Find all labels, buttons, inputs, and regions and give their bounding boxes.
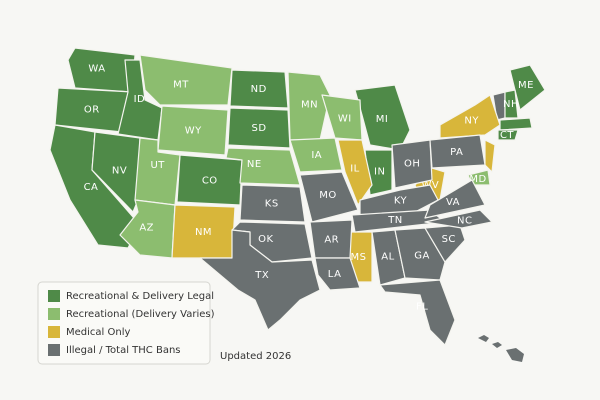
unlabeled-shapes [478,91,533,362]
state [139,54,233,106]
state [91,131,141,213]
state [439,94,501,139]
legend-label: Medical Only [66,327,130,338]
state-label: AL [381,251,394,262]
state-label: OH [404,158,420,169]
state [379,279,456,346]
state-label: AR [324,235,339,246]
legend-box [37,281,211,365]
state-label: WY [185,125,202,136]
state-label: FL [416,302,428,313]
state-label: SD [251,123,266,134]
state-label: NE [247,159,262,170]
state-label: IN [374,166,385,177]
state-label: TN [387,215,403,226]
state-label: MD [469,174,486,185]
state [509,64,546,111]
state-label: MN [301,99,318,110]
state-label: WA [88,64,105,75]
state-label: ME [518,80,534,91]
state-label: LA [328,269,342,280]
state-label: PA [450,147,463,158]
state-label: VA [446,197,460,208]
state-label: MS [351,252,367,263]
state [229,69,289,109]
state-label: TX [254,270,269,281]
state [199,229,321,331]
state-label: IA [311,150,322,161]
state-label: MO [319,190,337,201]
state-label: CT [500,130,514,141]
state-label: OK [258,234,273,245]
state-label: GA [414,251,430,262]
state [239,184,306,223]
state-label: KS [265,199,279,210]
state-label: AZ [139,223,154,234]
state [497,129,519,141]
state-label: CA [84,182,99,193]
state [157,105,229,156]
state [314,257,361,291]
legend-swatch [48,344,60,356]
state-label: WI [338,113,352,124]
state [484,139,496,173]
hawaii [478,335,524,362]
note: Updated 2026 [220,351,291,362]
state-label: SC [442,234,456,245]
state-label: ID [134,94,146,105]
state [504,89,519,119]
state-label: CO [202,176,218,187]
legend-swatch [48,326,60,338]
legend-label: Recreational (Delivery Varies) [66,309,215,320]
state [424,209,493,229]
state [424,179,486,219]
state [289,137,343,173]
state-label: UT [150,160,165,171]
state-label: ND [251,84,267,95]
state-label: NH [503,99,519,110]
legend-swatch [48,308,60,320]
state-label: OR [84,104,100,115]
state-label: NY [464,116,479,127]
state [429,134,486,169]
state [299,171,359,223]
state [176,154,243,206]
state-label: NM [195,227,212,238]
state-label: NV [112,165,127,176]
state [225,147,301,186]
legend-swatch [48,290,60,302]
state-label: MI [376,114,389,125]
state [227,107,291,149]
legend-label: Illegal / Total THC Bans [66,345,181,356]
state [337,139,373,206]
state [499,117,533,131]
state-label: KY [394,195,408,206]
state-label: MT [173,80,189,91]
state [391,139,433,189]
state-label: NC [457,216,472,227]
state-label: IL [350,163,360,174]
legend-label: Recreational & Delivery Legal [66,291,214,302]
state [287,71,331,141]
